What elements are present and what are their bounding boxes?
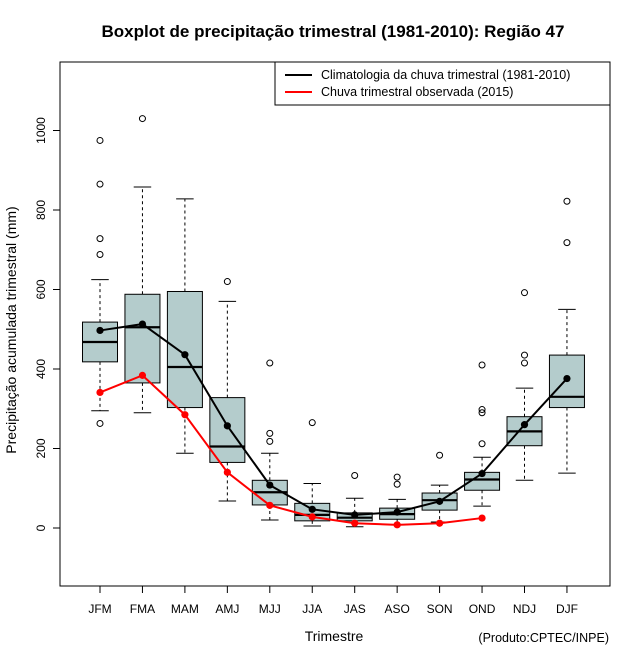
box-aso: [379, 473, 416, 526]
outlier-point: [96, 251, 104, 259]
outlier-point: [266, 429, 274, 437]
series-point-observed: [351, 519, 359, 527]
series-point-observed: [393, 521, 401, 529]
series-point-climatology: [351, 511, 359, 519]
series-line-climatology: [99, 323, 568, 516]
series-point-climatology: [223, 422, 231, 430]
y-tick-label: 200: [34, 438, 48, 458]
outlier-point: [478, 409, 486, 417]
legend: Climatologia da chuva trimestral (1981-2…: [274, 61, 611, 106]
series-point-climatology: [96, 326, 104, 335]
outlier-point: [266, 359, 274, 367]
x-tick-label: AMJ: [215, 602, 239, 616]
outlier-point: [393, 480, 401, 488]
outlier-point: [351, 472, 359, 480]
series-point-climatology: [563, 374, 571, 383]
outlier-point: [521, 289, 528, 297]
series-point-climatology: [181, 351, 189, 359]
y-tick-label: 400: [34, 359, 48, 379]
series-point-climatology: [266, 481, 274, 489]
series-point-climatology: [138, 320, 147, 328]
outlier-point: [521, 359, 528, 367]
outlier-point: [436, 451, 444, 459]
box-iqr: [209, 397, 246, 463]
y-tick-label: 600: [34, 279, 48, 299]
series-point-observed: [478, 514, 486, 522]
y-tick-label: 0: [34, 524, 48, 531]
series-point-climatology: [436, 497, 444, 505]
box-fma: [124, 115, 161, 414]
box-jfm: [82, 136, 118, 427]
x-tick-label: SON: [427, 602, 453, 616]
box-iqr: [166, 290, 203, 409]
outlier-point: [96, 419, 104, 427]
box-iqr: [124, 293, 161, 384]
box-djf: [548, 197, 585, 474]
box-jas: [336, 472, 373, 528]
outlier-point: [393, 473, 401, 481]
outlier-point: [563, 197, 571, 205]
series-line-observed: [99, 374, 483, 526]
chart-title: Boxplot de precipitação trimestral (1981…: [102, 22, 565, 41]
x-tick-label: NDJ: [513, 602, 536, 616]
y-tick-label: 1000: [34, 117, 48, 144]
x-axis: JFM FMA MAM AMJ MJJ JJA JAS ASO SON OND NDJ DJF: [88, 586, 578, 616]
series-point-climatology: [308, 505, 316, 513]
series-point-climatology: [478, 469, 486, 478]
outlier-point: [478, 361, 486, 369]
series-point-observed: [138, 371, 147, 379]
boxes-group: [82, 115, 585, 528]
outlier-point: [308, 419, 316, 427]
outlier-point: [96, 136, 104, 144]
series-point-observed: [181, 411, 189, 419]
box-ond: [464, 361, 501, 507]
outlier-point: [478, 440, 486, 448]
outlier-point: [96, 235, 104, 243]
series-point-climatology: [393, 508, 401, 516]
box-mam: [166, 198, 203, 454]
x-tick-label: ASO: [384, 602, 409, 616]
y-tick-label: 800: [34, 200, 48, 220]
outlier-point: [223, 278, 231, 286]
box-son: [421, 451, 458, 523]
legend-box: [274, 61, 611, 106]
x-tick-label: JFM: [88, 602, 111, 616]
series-point-observed: [308, 513, 316, 521]
outlier-point: [478, 406, 486, 414]
outlier-point: [266, 437, 274, 445]
product-credit: (Produto:CPTEC/INPE): [478, 631, 609, 645]
y-axis: 0 200 400 600 800 1000: [34, 117, 60, 531]
y-axis-label: Precipitação acumulada trimestral (mm): [3, 206, 19, 453]
outlier-point: [96, 180, 104, 188]
x-tick-label: JJA: [302, 602, 322, 616]
box-amj: [209, 278, 246, 502]
series-point-observed: [266, 501, 274, 509]
outlier-point: [138, 115, 146, 123]
series-lines-group: [96, 320, 571, 529]
outlier-point: [563, 239, 571, 247]
series-point-observed: [223, 468, 231, 476]
x-axis-label: Trimestre: [305, 628, 364, 644]
legend-label-observed: Chuva trimestral observada (2015): [321, 85, 513, 99]
series-point-climatology: [520, 421, 529, 429]
x-tick-label: FMA: [130, 602, 155, 616]
x-tick-label: MAM: [171, 602, 199, 616]
x-tick-label: MJJ: [259, 602, 281, 616]
x-tick-label: JAS: [344, 602, 366, 616]
series-point-observed: [436, 519, 444, 527]
x-tick-label: OND: [469, 602, 496, 616]
outlier-point: [521, 351, 528, 359]
legend-label-climatology: Climatologia da chuva trimestral (1981-2…: [321, 68, 570, 82]
box-ndj: [506, 289, 543, 481]
x-tick-label: DJF: [556, 602, 578, 616]
series-point-observed: [96, 388, 104, 397]
